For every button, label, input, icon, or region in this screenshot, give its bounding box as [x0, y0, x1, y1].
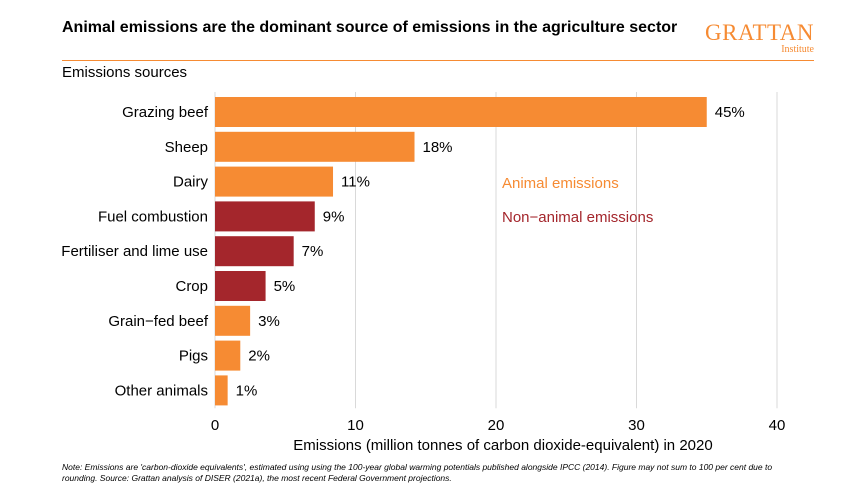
- category-label-1: Grazing beef: [122, 104, 209, 121]
- chart-subtitle: Emissions sources: [62, 64, 188, 81]
- chart-title: Animal emissions are the dominant source…: [62, 19, 678, 36]
- x-tick-label-20: 20: [488, 417, 505, 434]
- bar-9: [215, 375, 228, 406]
- category-label-4: Fuel combustion: [98, 208, 208, 225]
- bar-5: [215, 236, 294, 267]
- x-tick-label-10: 10: [347, 417, 364, 434]
- chart-note: Note: Emissions are 'carbon-dioxide equi…: [62, 462, 773, 483]
- bar-2: [215, 131, 415, 162]
- value-label-3: 11%: [341, 174, 370, 191]
- legend-label-non-animal: Non−animal emissions: [502, 209, 653, 226]
- category-label-2: Sheep: [165, 139, 208, 156]
- x-axis-title: Emissions (million tonnes of carbon diox…: [293, 437, 712, 454]
- value-label-4: 9%: [323, 208, 345, 225]
- logo-wordmark: GRATTAN: [705, 20, 814, 45]
- category-label-7: Grain−fed beef: [108, 313, 208, 330]
- header-rule: [62, 60, 814, 61]
- category-label-9: Other animals: [115, 382, 208, 399]
- bar-8: [215, 340, 241, 371]
- value-label-7: 3%: [258, 313, 280, 330]
- logo-subtext: Institute: [781, 44, 814, 55]
- category-label-8: Pigs: [179, 348, 208, 365]
- value-label-9: 1%: [236, 382, 258, 399]
- bar-4: [215, 201, 315, 232]
- bar-7: [215, 305, 251, 336]
- bar-3: [215, 166, 334, 197]
- x-tick-label-30: 30: [628, 417, 645, 434]
- x-tick-label-40: 40: [769, 417, 786, 434]
- value-label-6: 5%: [274, 278, 296, 295]
- grattan-logo: GRATTAN Institute: [705, 20, 814, 55]
- value-label-2: 18%: [423, 139, 453, 156]
- value-label-5: 7%: [302, 243, 324, 260]
- category-label-5: Fertiliser and lime use: [61, 243, 208, 260]
- x-tick-label-0: 0: [211, 417, 219, 434]
- value-label-8: 2%: [248, 348, 270, 365]
- bar-1: [215, 97, 707, 127]
- legend-label-animal: Animal emissions: [502, 175, 619, 192]
- bar-6: [215, 271, 266, 301]
- category-label-3: Dairy: [173, 174, 209, 191]
- value-label-1: 45%: [715, 104, 745, 121]
- bar-chart: Grazing beef 45% Sheep 18% Dairy 11% Fuel comb…: [61, 92, 786, 454]
- category-label-6: Crop: [175, 278, 208, 295]
